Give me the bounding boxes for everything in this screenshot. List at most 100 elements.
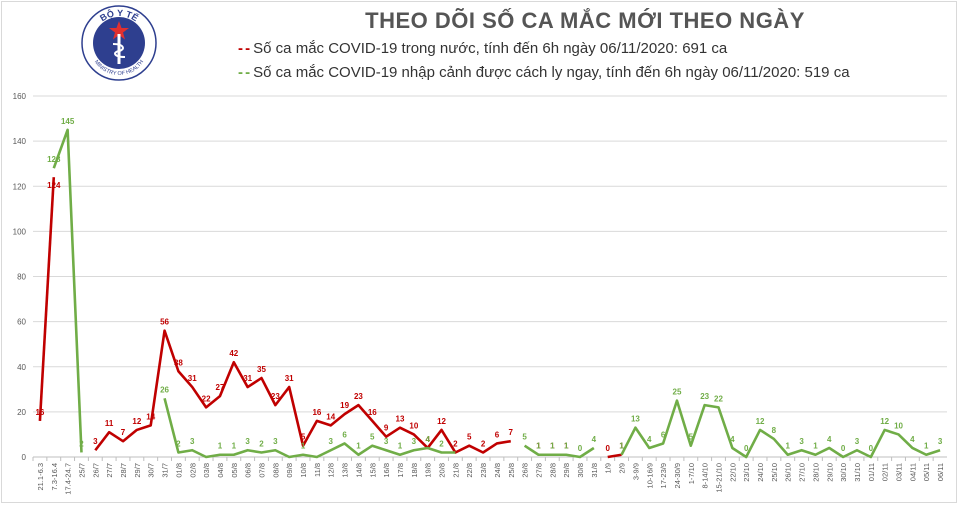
x-tick-label: 31/7: [161, 463, 170, 478]
domestic-data-label: 12: [132, 417, 141, 426]
imported-data-label: 2: [259, 439, 264, 448]
x-tick-label: 10/8: [299, 463, 308, 478]
imported-data-label: 4: [592, 435, 597, 444]
x-tick-label: 2/9: [618, 463, 627, 473]
x-tick-label: 25/7: [77, 463, 86, 478]
x-tick-label: 17.4-24.7: [64, 463, 73, 495]
imported-data-label: 6: [342, 430, 347, 439]
domestic-data-label: 14: [146, 412, 155, 421]
x-tick-label: 25/10: [770, 463, 779, 482]
domestic-data-label: 10: [409, 421, 418, 430]
domestic-data-label: 16: [368, 408, 377, 417]
imported-data-label: 4: [647, 435, 652, 444]
domestic-data-label: 7: [509, 428, 514, 437]
domestic-data-label: 7: [121, 428, 126, 437]
imported-data-label: 1: [550, 442, 555, 451]
imported-data-label: 12: [756, 417, 765, 426]
domestic-data-label: 5: [467, 433, 472, 442]
x-tick-label: 02/8: [188, 463, 197, 478]
y-tick-label: 100: [13, 227, 27, 236]
imported-data-label: 3: [938, 437, 943, 446]
x-tick-label: 01/8: [174, 463, 183, 478]
domestic-series-line: [94, 329, 511, 454]
domestic-data-label: 1: [564, 442, 569, 451]
imported-data-label: 3: [329, 437, 334, 446]
y-tick-label: 80: [17, 273, 26, 282]
domestic-data-label: 9: [384, 424, 389, 433]
imported-data-label: 4: [827, 435, 832, 444]
domestic-series-line: [38, 177, 56, 421]
imported-data-label: 3: [190, 437, 195, 446]
domestic-data-label: 31: [285, 374, 294, 383]
x-tick-label: 1-7/10: [687, 463, 696, 484]
domestic-data-label: 1: [536, 442, 541, 451]
imported-data-label: 3: [384, 437, 389, 446]
imported-data-label: 26: [160, 385, 169, 394]
x-tick-label: 14/8: [354, 463, 363, 478]
domestic-data-label: 14: [326, 412, 335, 421]
x-tick-label: 23/10: [742, 463, 751, 482]
x-tick-label: 24-30/9: [673, 463, 682, 488]
y-tick-label: 20: [17, 408, 26, 417]
imported-data-label: 1: [564, 442, 569, 451]
imported-series-line: [52, 128, 83, 453]
domestic-data-label: 1: [550, 442, 555, 451]
legend-domestic-label: Số ca mắc COVID-19 trong nước, tính đến …: [253, 40, 728, 57]
imported-data-label: 3: [412, 437, 417, 446]
x-tick-label: 17/8: [396, 463, 405, 478]
x-tick-label: 13/8: [341, 463, 350, 478]
imported-data-label: 0: [744, 444, 749, 453]
domestic-data-label: 6: [495, 430, 500, 439]
imported-data-label: 3: [273, 437, 278, 446]
domestic-data-label: 13: [396, 415, 405, 424]
imported-data-label: 6: [661, 430, 666, 439]
imported-data-label: 0: [869, 444, 874, 453]
domestic-data-label: 31: [243, 374, 252, 383]
x-tick-label: 7.3-16.4: [50, 463, 59, 491]
imported-data-label: 3: [799, 437, 804, 446]
imported-data-label: 0: [841, 444, 846, 453]
x-tick-label: 27/10: [798, 463, 807, 482]
domestic-data-label: 56: [160, 318, 169, 327]
x-tick-label: 05/8: [230, 463, 239, 478]
x-tick-label: 3-9/9: [631, 463, 640, 480]
x-tick-label: 03/11: [895, 463, 904, 481]
legend-domestic-marker: - -: [238, 40, 250, 57]
domestic-data-label: 16: [312, 408, 321, 417]
domestic-data-label: 35: [257, 365, 266, 374]
imported-data-label: 12: [880, 417, 889, 426]
x-tick-label: 15/8: [368, 463, 377, 478]
x-tick-label: 30/10: [839, 463, 848, 482]
domestic-data-label: 19: [340, 401, 349, 410]
x-tick-label: 12/8: [327, 463, 336, 478]
x-tick-label: 8-14/10: [701, 463, 710, 488]
imported-data-label: 5: [370, 433, 375, 442]
x-tick-label: 01/11: [867, 463, 876, 481]
x-tick-label: 29/10: [825, 463, 834, 482]
imported-data-label: 8: [772, 426, 777, 435]
x-tick-label: 24/8: [493, 463, 502, 478]
x-tick-label: 26/8: [521, 463, 530, 478]
imported-data-label: 1: [786, 442, 791, 451]
imported-data-label: 1: [924, 442, 929, 451]
x-tick-label: 06/8: [244, 463, 253, 478]
imported-series-line: [163, 398, 456, 459]
domestic-data-label: 1: [619, 442, 624, 451]
imported-data-label: 2: [439, 439, 444, 448]
x-tick-label: 24/10: [756, 463, 765, 482]
domestic-data-label: 22: [202, 394, 211, 403]
x-tick-label: 28/8: [548, 463, 557, 478]
x-tick-label: 07/8: [258, 463, 267, 478]
imported-data-label: 4: [910, 435, 915, 444]
legend-domestic: - - Số ca mắc COVID-19 trong nước, tính đ…: [238, 40, 727, 57]
x-tick-label: 31/10: [853, 463, 862, 482]
y-tick-label: 0: [22, 453, 27, 462]
imported-data-label: 145: [61, 117, 75, 126]
imported-data-label: 1: [813, 442, 818, 451]
legend-imported-label: Số ca mắc COVID-19 nhập cảnh được cách l…: [253, 64, 850, 81]
x-tick-label: 11/8: [313, 463, 322, 477]
x-tick-label: 25/8: [507, 463, 516, 478]
x-tick-label: 06/11: [936, 463, 945, 481]
x-tick-label: 30/8: [576, 463, 585, 478]
